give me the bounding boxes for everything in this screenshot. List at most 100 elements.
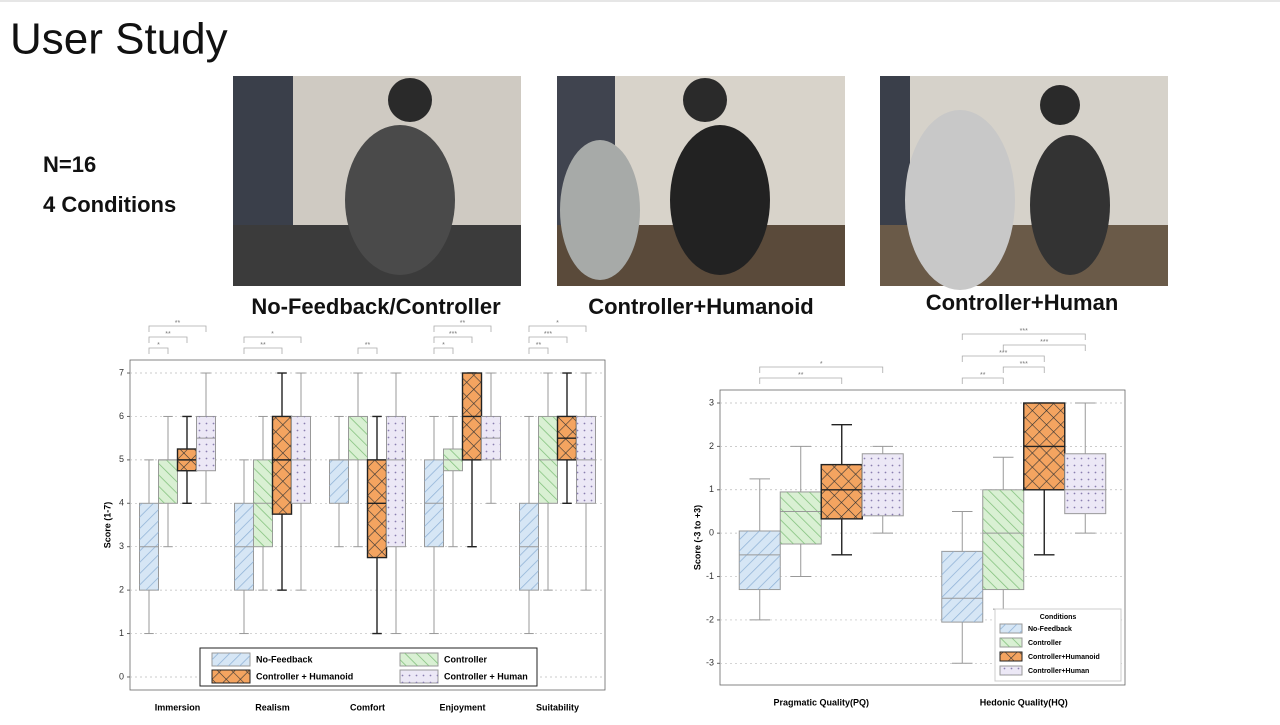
legend-swatch [1000,652,1022,661]
significance-label: ** [165,331,171,338]
significance-label: *** [999,350,1007,357]
significance-label: ** [980,372,986,379]
photo [557,76,845,286]
y-axis-label: Score (-3 to +3) [692,505,702,570]
x-tick-label: Hedonic Quality(HQ) [980,697,1068,707]
significance-label: ** [365,342,371,349]
significance-bracket [357,347,378,354]
legend-swatch [400,670,438,683]
significance-label: ** [798,372,804,379]
y-tick-label: 1 [709,484,714,494]
significance-label: *** [544,331,552,338]
significance-bracket [759,366,884,373]
photo [233,76,521,286]
slide-title: User Study [10,15,228,64]
y-tick-label: 4 [119,498,124,508]
photo [880,76,1168,290]
legend-box [199,647,538,687]
legend-swatch [212,653,250,666]
significance-label: ** [260,342,266,349]
significance-bracket [243,336,302,343]
photo-caption: Controller+Human [926,290,1119,315]
legend-label: Controller + Humanoid [256,671,353,681]
significance-label: * [271,331,274,338]
significance-label: ** [536,342,542,349]
photo-caption: Controller+Humanoid [588,294,814,319]
legend-swatch [1000,666,1022,675]
x-tick-label: Realism [255,702,290,712]
legend-swatch [212,670,250,683]
significance-bracket [433,347,454,354]
significance-label: ** [175,320,181,327]
y-tick-label: 1 [119,628,124,638]
box-hatch [196,416,216,471]
legend-label: Controller [1028,640,1062,647]
legend-title: Conditions [1040,614,1077,621]
significance-label: *** [1020,361,1028,368]
note: 4 Conditions [43,192,176,217]
box-hatch [348,416,368,460]
x-tick-label: Enjoyment [439,702,485,712]
y-tick-label: 0 [119,671,124,681]
box-hatch [272,416,292,515]
legend-label: Controller+Human [1028,668,1089,675]
significance-bracket [1002,366,1045,373]
y-tick-label: 0 [709,528,714,538]
box-hatch [329,459,349,504]
significance-bracket [528,336,568,343]
box-hatch [821,464,863,519]
y-tick-label: -1 [706,571,714,581]
y-tick-label: 2 [119,585,124,595]
significance-bracket [433,336,473,343]
y-tick-label: 5 [119,454,124,464]
significance-bracket [759,377,843,384]
significance-bracket [961,377,1004,384]
legend-label: Controller + Human [444,671,528,681]
significance-label: * [556,320,559,327]
y-tick-label: 2 [709,441,714,451]
significance-bracket [148,347,169,354]
significance-label: *** [449,331,457,338]
legend-label: No-Feedback [1028,626,1072,633]
box-hatch [386,416,406,547]
significance-bracket [148,336,188,343]
box-hatch [1064,453,1106,514]
x-tick-label: Comfort [350,702,385,712]
legend-label: Controller+Humanoid [1028,654,1100,661]
box-hatch [780,491,822,545]
significance-bracket [528,347,549,354]
box-hatch [158,459,178,504]
y-tick-label: 3 [119,541,124,551]
significance-label: *** [1040,339,1048,346]
y-tick-label: 7 [119,367,124,377]
y-tick-label: -2 [706,614,714,624]
significance-label: ** [460,320,466,327]
significance-label: * [820,361,823,368]
legend-label: Controller [444,654,487,664]
legend-swatch [1000,638,1022,647]
x-tick-label: Immersion [155,702,201,712]
significance-label: * [157,342,160,349]
significance-bracket [243,347,283,354]
y-tick-label: 3 [709,397,714,407]
plot-frame [719,389,1126,686]
photo-caption: No-Feedback/Controller [251,294,501,319]
y-tick-label: 6 [119,411,124,421]
plot-frame [129,359,606,691]
significance-bracket [528,325,587,332]
y-tick-label: -3 [706,658,714,668]
note: N=16 [43,152,96,177]
legend-swatch [400,653,438,666]
significance-label: * [442,342,445,349]
legend-label: No-Feedback [256,654,314,664]
significance-label: *** [1020,328,1028,335]
box-hatch [367,459,387,558]
box-hatch [739,530,781,590]
significance-bracket [961,355,1045,362]
y-axis-label: Score (1-7) [102,502,112,549]
x-tick-label: Pragmatic Quality(PQ) [773,697,869,707]
significance-bracket [148,325,207,332]
significance-bracket [433,325,492,332]
